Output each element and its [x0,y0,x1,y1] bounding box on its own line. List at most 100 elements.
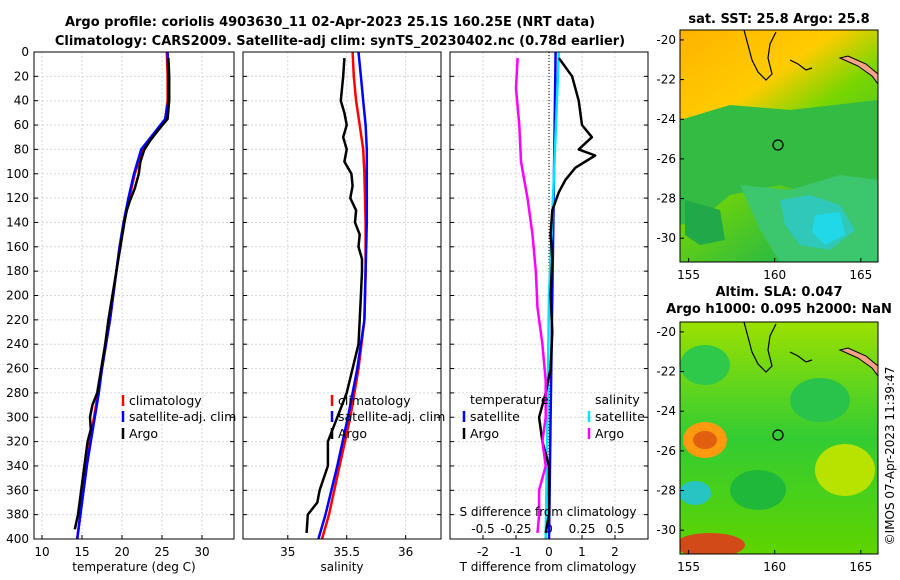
x-tick-label: 1 [578,545,586,559]
legend-label-satellite: satellite-adj. clim [338,409,445,424]
map-y-tick-label: -20 [656,325,676,339]
difference-legend: temperature satellite Argo salinity sate… [462,392,645,441]
legend-label-climatology: climatology [338,393,411,408]
map-x-tick-label: 165 [849,560,872,574]
legend-label-temperature-argo: Argo [470,426,499,441]
legend-label-climatology: climatology [129,393,202,408]
map-y-tick-label: -24 [656,404,676,418]
x-tick-label: 30 [194,545,209,559]
map-y-tick-label: -30 [656,523,676,537]
map-y-tick-label: -30 [656,231,676,245]
legend-title-temperature: temperature [470,392,549,407]
new-caledonia-land [838,347,878,377]
map-x-tick-label: 165 [849,268,872,282]
coastline-north [743,322,777,373]
depth-tick-label: 20 [14,69,29,83]
x-tick-label: 20 [114,545,129,559]
depth-tick-label: 40 [14,94,29,108]
sla-patch [730,470,786,510]
x-tick-label: 35 [280,545,295,559]
x-tick-label: -2 [477,545,489,559]
depth-tick-label: 120 [6,191,29,205]
series-line-salinity-argo [514,58,547,534]
depth-tick-label: 340 [6,459,29,473]
legend-label-argo: Argo [338,426,367,441]
series-line-satellite-adj-clim [317,52,369,539]
x-tick-label: 15 [74,545,89,559]
imos-watermark: ©IMOS 07-Apr-2023 11:39:47 [883,367,897,546]
s-diff-tick-label: 0.5 [605,522,624,536]
series-line-argo [305,58,364,533]
legend-label-temperature-satellite: satellite [470,409,520,424]
map-y-tick-label: -24 [656,112,676,126]
legend-label-salinity-satellite: satellite [595,409,645,424]
sla-patch [680,345,730,385]
depth-tick-label: 180 [6,264,29,278]
sst-map-title: sat. SST: 25.8 Argo: 25.8 [688,12,869,27]
depth-tick-label: 0 [21,45,29,59]
depth-tick-label: 360 [6,483,29,497]
depth-tick-label: 100 [6,167,29,181]
depth-tick-label: 80 [14,142,29,156]
sst-map: sat. SST: 25.8 Argo: 25.8 155 160 165 -20 -2… [656,12,879,282]
salinity-legend: climatology satellite-adj. clim Argo [330,393,445,441]
s-difference-label: S difference from climatology [460,505,637,519]
depth-tick-label: 320 [6,435,29,449]
s-diff-tick-label: -0.5 [471,522,494,536]
temperature-xlabel: temperature (deg C) [72,560,195,574]
sla-map-title-line2: Argo h1000: 0.095 h2000: NaN [666,302,892,317]
depth-tick-label: 220 [6,313,29,327]
figure-title-line2: Climatology: CARS2009. Satellite-adj cli… [55,34,625,49]
depth-tick-label: 160 [6,240,29,254]
salinity-axes-frame [242,51,442,540]
argo-location-marker [772,429,784,441]
sla-patch [790,378,850,422]
salinity-xlabel: salinity [320,560,363,574]
x-tick-label: 0 [545,545,553,559]
s-diff-tick-label: 0.25 [569,522,596,536]
legend-title-salinity: salinity [595,392,640,407]
series-line-argo [73,58,171,530]
difference-panel: -2 -1 0 1 2 -0.5 -0.25 0 0.25 0.5 temperature sa… [449,51,649,574]
x-tick-label: 10 [34,545,49,559]
temperature-legend: climatology satellite-adj. clim Argo [121,393,236,441]
coastline-islands [789,351,813,363]
map-y-tick-label: -22 [656,365,676,379]
map-y-tick-label: -26 [656,444,676,458]
x-tick-label: 35.5 [333,545,360,559]
difference-axes-frame [449,51,649,540]
legend-label-satellite: satellite-adj. clim [129,409,236,424]
coastline-north [743,30,777,81]
map-y-tick-label: -28 [656,192,676,206]
depth-tick-label: 240 [6,337,29,351]
map-y-tick-label: -28 [656,484,676,498]
sst-cyan-core [812,212,845,245]
depth-tick-label: 140 [6,215,29,229]
legend-label-salinity-argo: Argo [595,426,624,441]
sla-high-core [693,431,717,449]
map-y-tick-label: -20 [656,33,676,47]
depth-tick-label: 300 [6,410,29,424]
x-tick-label: 2 [611,545,619,559]
map-x-tick-label: 160 [763,268,786,282]
depth-tick-label: 380 [6,508,29,522]
depth-tick-label: 400 [6,532,29,546]
salinity-panel: 35 35.5 36 climatology satellite-adj. clim… [242,51,445,574]
sla-high-patch [815,444,875,496]
map-y-tick-label: -26 [656,152,676,166]
x-tick-label: -1 [510,545,522,559]
map-x-tick-label: 160 [763,560,786,574]
figure-title-line1: Argo profile: coriolis 4903630_11 02-Apr… [65,15,595,30]
x-tick-label: 36 [398,545,413,559]
temperature-axes-frame [33,51,235,540]
sla-map: Altim. SLA: 0.047 Argo h1000: 0.095 h200… [656,285,891,574]
difference-xlabel: T difference from climatology [459,560,637,574]
depth-tick-label: 260 [6,362,29,376]
coastline-islands [789,59,813,71]
legend-label-argo: Argo [129,426,158,441]
depth-tick-label: 200 [6,289,29,303]
x-tick-label: 25 [154,545,169,559]
sst-map-frame [679,29,879,263]
sla-low-patch [680,481,711,505]
